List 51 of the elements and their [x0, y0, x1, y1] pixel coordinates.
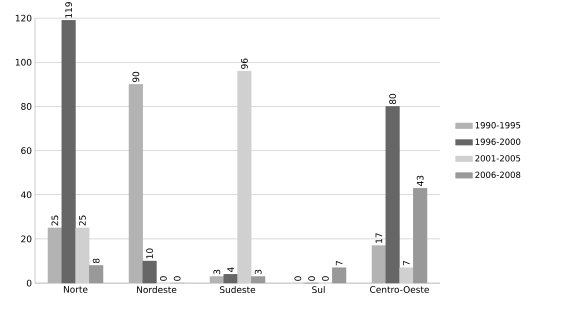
data-label: 0 — [308, 276, 316, 281]
data-label: 0 — [322, 276, 329, 281]
data-label: 7 — [336, 260, 342, 266]
data-label: 0 — [294, 276, 302, 281]
x-tick-label: Sul — [312, 286, 325, 294]
legend-label: 2006-2008 — [475, 172, 520, 178]
bar — [413, 188, 428, 284]
y-tick-label: 60 — [21, 147, 32, 154]
bar — [386, 106, 400, 284]
data-label: 90 — [132, 72, 140, 82]
bar — [237, 70, 252, 284]
data-label: 17 — [376, 233, 382, 243]
data-label: 25 — [79, 216, 86, 226]
bar — [142, 260, 157, 284]
data-label: 0 — [160, 276, 167, 281]
x-tick-label: Centro-Oeste — [370, 286, 429, 293]
bar — [210, 276, 224, 284]
y-tick-label: 80 — [21, 102, 32, 110]
y-tick-label: 100 — [16, 58, 32, 66]
data-label: 3 — [254, 270, 262, 274]
data-label: 7 — [403, 260, 410, 266]
legend-label: 1996-2000 — [476, 138, 520, 145]
bar — [224, 274, 238, 284]
y-tick-label: 0 — [26, 280, 32, 286]
data-label: 3 — [213, 270, 220, 274]
bar — [89, 265, 104, 284]
bar — [251, 276, 266, 284]
data-label: 8 — [92, 258, 100, 264]
data-label: 96 — [241, 58, 248, 69]
bar — [128, 84, 143, 284]
data-label: 10 — [146, 248, 154, 258]
data-label: 43 — [416, 176, 424, 186]
x-tick-label: Norte — [64, 286, 88, 293]
data-label: 4 — [227, 267, 234, 272]
x-tick-label: Sudeste — [220, 286, 256, 294]
bar — [62, 20, 76, 284]
data-label: 119 — [65, 2, 72, 18]
legend-label: 2001-2005 — [475, 155, 520, 162]
data-label: 80 — [389, 94, 396, 104]
bar — [372, 245, 386, 284]
bar — [75, 228, 90, 284]
legend-label: 1990-1995 — [476, 122, 520, 128]
bar — [332, 267, 346, 284]
data-label: 25 — [51, 216, 58, 226]
y-tick-label: 40 — [21, 191, 32, 198]
x-tick-label: Nordeste — [137, 286, 176, 294]
bar — [399, 267, 414, 284]
y-tick-label: 20 — [21, 235, 32, 242]
data-label: 0 — [174, 276, 181, 281]
bar — [48, 228, 62, 284]
y-tick-label: 120 — [16, 14, 32, 22]
